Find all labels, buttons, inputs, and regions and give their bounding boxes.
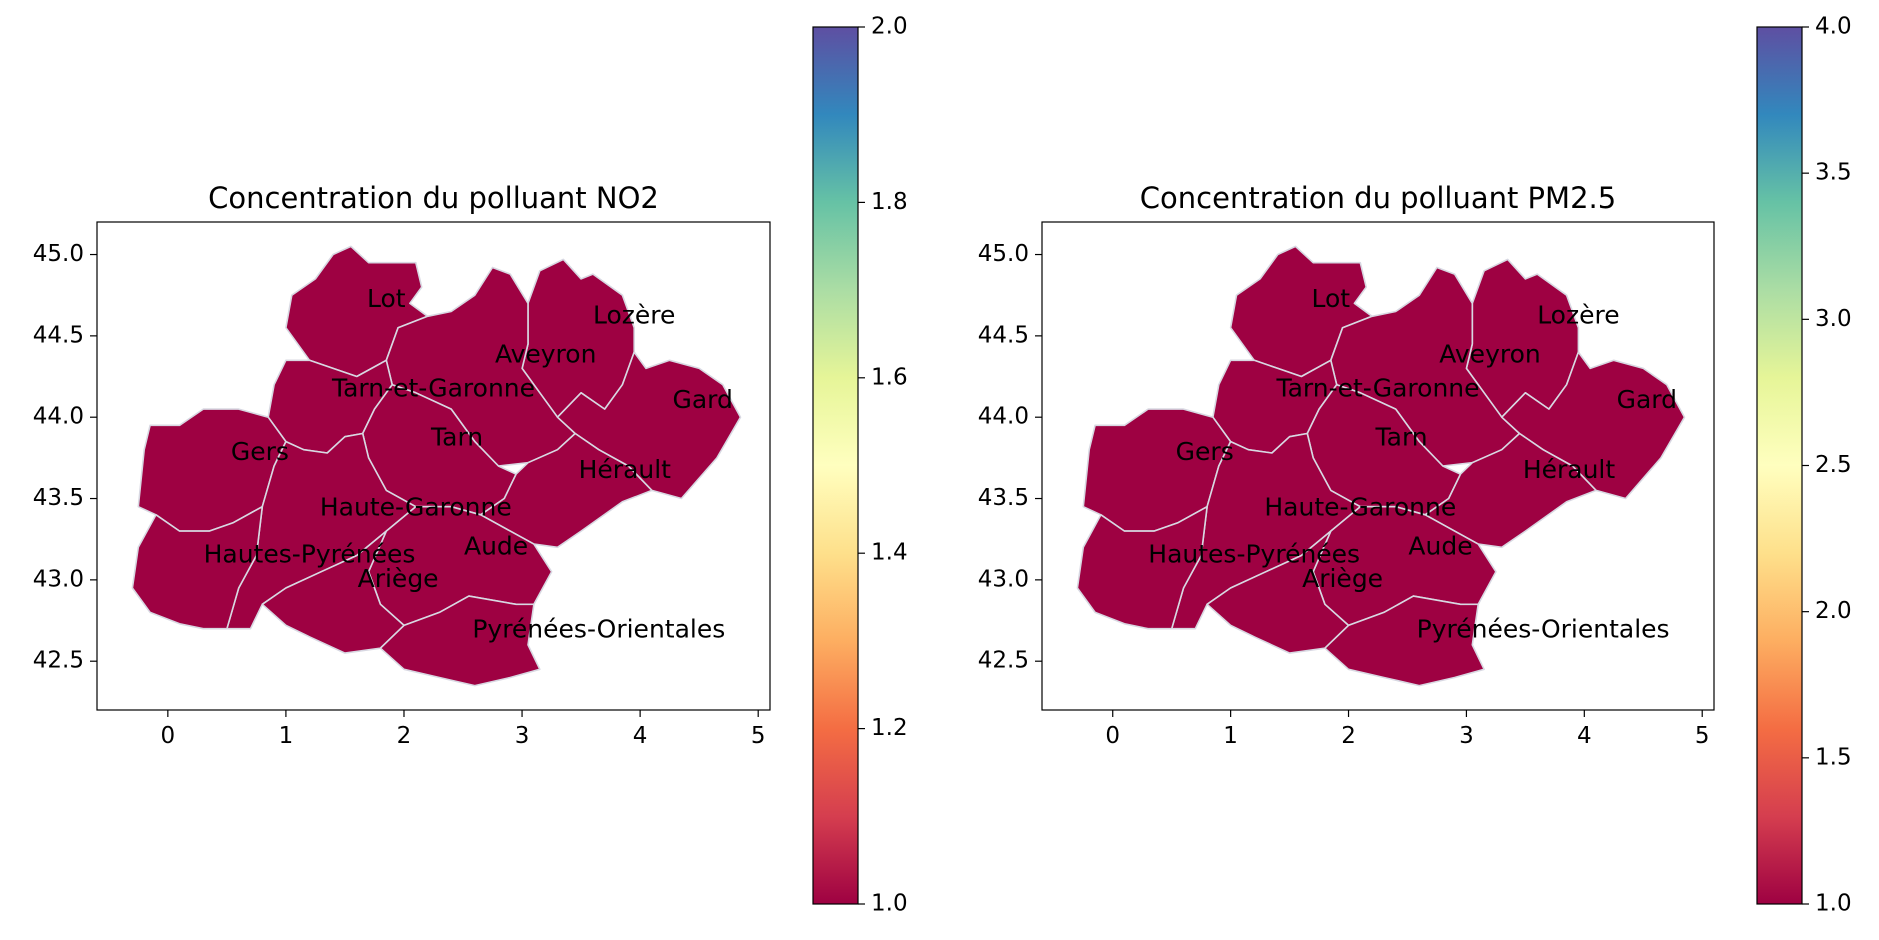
colorbar-gradient bbox=[1757, 27, 1802, 904]
y-tick-label: 42.5 bbox=[33, 648, 84, 674]
x-tick-label: 1 bbox=[1223, 723, 1238, 749]
map-panel-1: Concentration du polluant NO2 Lot Lozère Av… bbox=[33, 14, 908, 917]
region-label-gard: Gard bbox=[672, 385, 732, 414]
colorbar-gradient bbox=[813, 27, 858, 904]
region-labels: Lot Lozère Aveyron Tarn-et-Garonne Gard Tarn G… bbox=[1148, 284, 1677, 643]
region-label-haute-garonne: Haute-Garonne bbox=[1264, 492, 1456, 521]
y-tick-label: 45.0 bbox=[978, 241, 1029, 267]
region-label-herault: Hérault bbox=[579, 455, 672, 484]
region-label-tarn: Tarn bbox=[1375, 422, 1428, 451]
region-labels: Lot Lozère Aveyron Tarn-et-Garonne Gard Tarn G… bbox=[204, 284, 733, 643]
x-tick-label: 4 bbox=[1577, 723, 1592, 749]
region-label-gard: Gard bbox=[1617, 385, 1677, 414]
region-label-pyrenees-orientales: Pyrénées-Orientales bbox=[1417, 614, 1670, 643]
x-tick-label: 0 bbox=[1105, 723, 1120, 749]
x-axis: 0 1 2 3 4 5 bbox=[1105, 710, 1710, 749]
colorbar-frame bbox=[812, 26, 859, 905]
x-tick-label: 2 bbox=[397, 723, 412, 749]
map-panel-2: Concentration du polluant PM2.5 Lot Lozère… bbox=[978, 14, 1852, 917]
region-label-lot: Lot bbox=[1312, 284, 1351, 313]
region-label-aveyron: Aveyron bbox=[495, 339, 596, 368]
region-label-gers: Gers bbox=[231, 437, 289, 466]
chart-title: Concentration du polluant NO2 bbox=[208, 181, 659, 215]
region-label-lozere: Lozère bbox=[593, 300, 675, 329]
colorbar-tick-label: 3.0 bbox=[1815, 306, 1852, 332]
x-tick-label: 0 bbox=[161, 723, 176, 749]
y-tick-label: 44.0 bbox=[978, 404, 1029, 430]
region-label-aveyron: Aveyron bbox=[1439, 339, 1540, 368]
colorbar-tick-label: 2.0 bbox=[1815, 598, 1852, 624]
region-label-herault: Hérault bbox=[1523, 455, 1616, 484]
region-herault bbox=[479, 432, 653, 549]
region-label-hautes-pyrenees: Hautes-Pyrénées bbox=[1148, 540, 1360, 569]
region-label-lot: Lot bbox=[367, 284, 406, 313]
y-tick-label: 43.5 bbox=[978, 485, 1029, 511]
colorbar: 1.0 1.2 1.4 1.6 1.8 2.0 bbox=[812, 14, 908, 917]
axes-frame bbox=[1041, 221, 1715, 711]
x-tick-label: 3 bbox=[1459, 723, 1474, 749]
region-ariege bbox=[1206, 530, 1350, 654]
y-tick-label: 45.0 bbox=[33, 241, 84, 267]
colorbar-tick-label: 2.0 bbox=[871, 14, 908, 40]
colorbar-tick-label: 4.0 bbox=[1815, 14, 1852, 40]
region-label-hautes-pyrenees: Hautes-Pyrénées bbox=[204, 540, 416, 569]
regions bbox=[131, 245, 742, 687]
y-tick-label: 43.5 bbox=[33, 485, 84, 511]
colorbar-tick-label: 1.4 bbox=[871, 540, 908, 566]
x-tick-label: 4 bbox=[633, 723, 648, 749]
region-label-haute-garonne: Haute-Garonne bbox=[320, 492, 512, 521]
colorbar-tick-label: 3.5 bbox=[1815, 160, 1852, 186]
region-pyrenees-orientales bbox=[379, 595, 541, 687]
x-tick-label: 2 bbox=[1341, 723, 1356, 749]
colorbar-tick-label: 1.5 bbox=[1815, 744, 1852, 770]
region-pyrenees-orientales bbox=[1324, 595, 1485, 687]
region-label-tarn: Tarn bbox=[430, 422, 483, 451]
y-tick-label: 44.5 bbox=[978, 322, 1029, 348]
regions bbox=[1076, 245, 1686, 687]
colorbar-tick-label: 1.2 bbox=[871, 715, 908, 741]
axes-frame bbox=[96, 221, 771, 711]
region-hautes-pyrenees bbox=[1076, 505, 1208, 630]
region-ariege bbox=[261, 530, 405, 654]
y-tick-label: 43.0 bbox=[33, 566, 84, 592]
region-label-aude: Aude bbox=[1408, 531, 1472, 560]
x-axis: 0 1 2 3 4 5 bbox=[161, 710, 766, 749]
colorbar: 1.0 1.5 2.0 2.5 3.0 3.5 4.0 bbox=[1756, 14, 1852, 917]
y-tick-label: 44.0 bbox=[33, 404, 84, 430]
region-label-tarn-et-garonne: Tarn-et-Garonne bbox=[331, 374, 535, 403]
y-axis: 42.5 43.0 43.5 44.0 44.5 45.0 bbox=[978, 241, 1042, 674]
y-tick-label: 43.0 bbox=[978, 566, 1029, 592]
colorbar-tick-label: 1.6 bbox=[871, 364, 908, 390]
region-label-pyrenees-orientales: Pyrénées-Orientales bbox=[472, 614, 725, 643]
region-label-gers: Gers bbox=[1176, 437, 1234, 466]
region-label-lozere: Lozère bbox=[1537, 300, 1619, 329]
x-tick-label: 5 bbox=[1695, 723, 1710, 749]
y-axis: 42.5 43.0 43.5 44.0 44.5 45.0 bbox=[33, 241, 97, 674]
region-hautes-pyrenees bbox=[131, 505, 264, 630]
colorbar-tick-label: 2.5 bbox=[1815, 452, 1852, 478]
x-tick-label: 1 bbox=[279, 723, 294, 749]
region-herault bbox=[1424, 432, 1597, 549]
region-label-tarn-et-garonne: Tarn-et-Garonne bbox=[1275, 374, 1479, 403]
y-tick-label: 44.5 bbox=[33, 322, 84, 348]
region-label-ariege: Ariège bbox=[1302, 564, 1383, 593]
colorbar-tick-label: 1.8 bbox=[871, 189, 908, 215]
colorbar-tick-label: 1.0 bbox=[1815, 891, 1852, 917]
x-tick-label: 5 bbox=[751, 723, 766, 749]
chart-title: Concentration du polluant PM2.5 bbox=[1140, 181, 1616, 215]
x-tick-label: 3 bbox=[515, 723, 530, 749]
region-label-aude: Aude bbox=[464, 531, 528, 560]
y-tick-label: 42.5 bbox=[978, 648, 1029, 674]
region-label-ariege: Ariège bbox=[358, 564, 439, 593]
colorbar-tick-label: 1.0 bbox=[871, 891, 908, 917]
